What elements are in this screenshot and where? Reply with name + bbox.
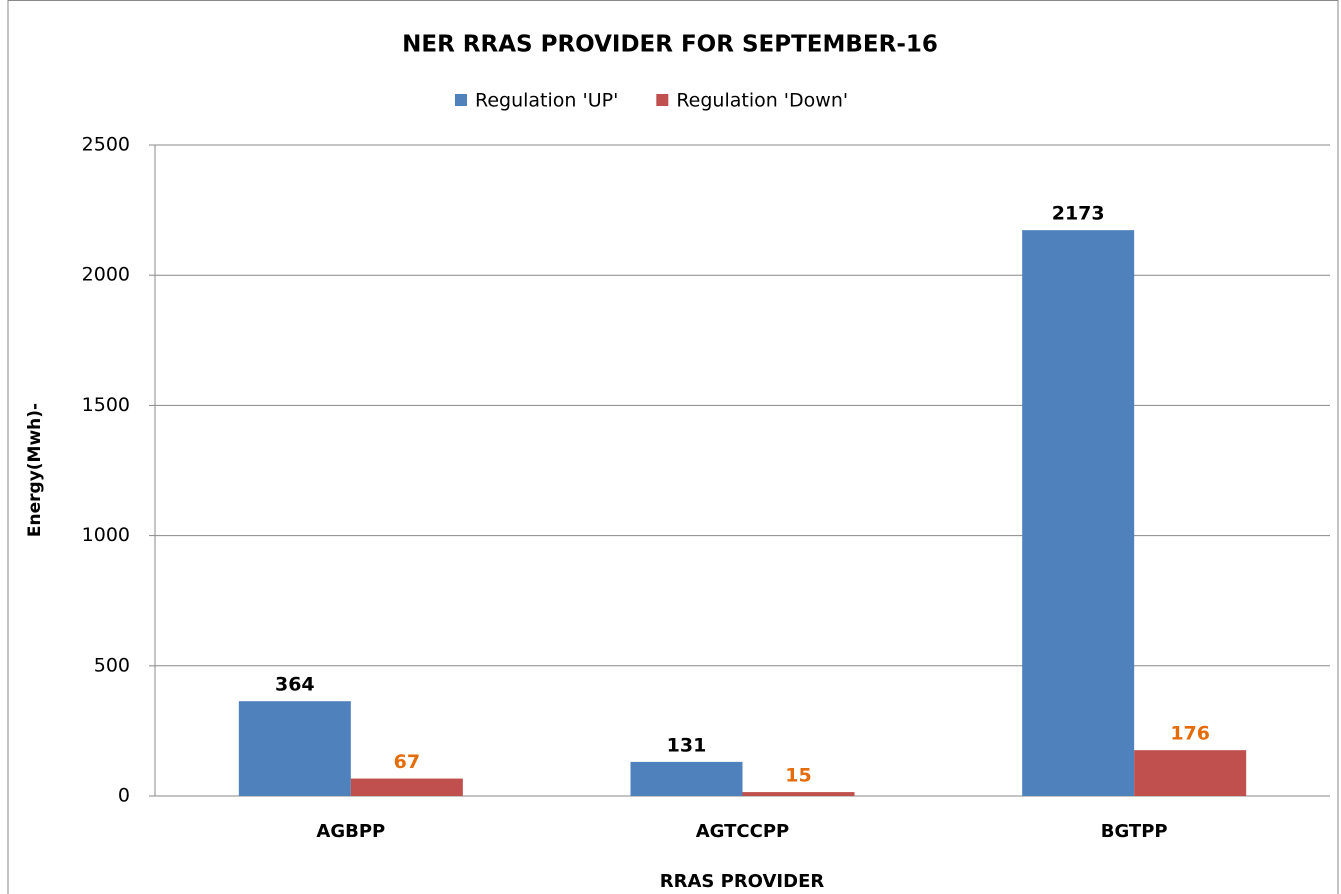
y-tick-label: 2500 <box>82 134 130 156</box>
y-tick-label: 2000 <box>82 264 130 286</box>
legend-label: Regulation 'UP' <box>475 90 618 112</box>
bar <box>350 778 463 796</box>
x-axis-label: RRAS PROVIDER <box>660 871 825 892</box>
data-label: 2173 <box>1052 203 1105 225</box>
chart-title: NER RRAS PROVIDER FOR SEPTEMBER-16 <box>402 32 938 58</box>
legend-label: Regulation 'Down' <box>676 90 848 112</box>
legend-swatch <box>455 94 467 106</box>
x-tick-label: AGBPP <box>316 821 385 842</box>
y-axis-label: Energy(Mwh)- <box>25 403 45 537</box>
y-tick-label: 1000 <box>82 524 130 546</box>
data-label: 176 <box>1170 723 1210 745</box>
bar <box>742 792 855 796</box>
x-tick-label: AGTCCPP <box>696 821 789 842</box>
bar <box>238 701 351 796</box>
data-label: 364 <box>275 674 315 696</box>
data-label: 15 <box>785 765 811 787</box>
y-tick-label: 0 <box>118 785 130 807</box>
bar <box>1022 230 1135 796</box>
x-tick-label: BGTPP <box>1101 821 1168 842</box>
y-tick-label: 1500 <box>82 394 130 416</box>
data-label: 131 <box>667 734 707 756</box>
y-tick-label: 500 <box>94 654 130 676</box>
bar <box>630 761 743 796</box>
legend-swatch <box>656 94 669 106</box>
data-label: 67 <box>394 751 420 773</box>
bar <box>1134 750 1247 796</box>
